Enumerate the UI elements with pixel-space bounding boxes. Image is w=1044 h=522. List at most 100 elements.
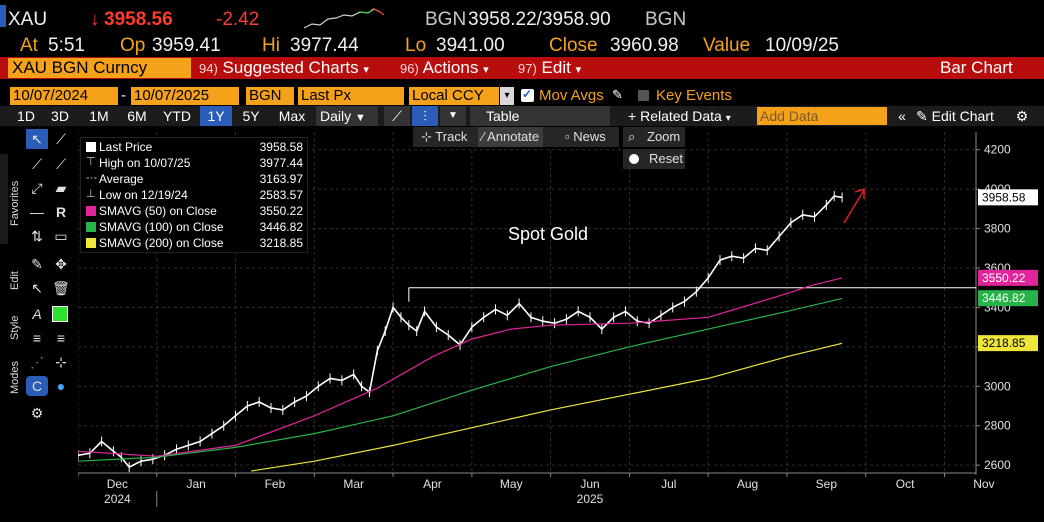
caret-down-icon[interactable]: ▾: [500, 87, 514, 105]
actions-menu[interactable]: 96) Actions ▾: [400, 57, 489, 79]
high-value: 3977.44: [290, 35, 359, 56]
series-line-last-price[interactable]: [77, 195, 843, 469]
retracement-icon[interactable]: R: [55, 204, 67, 220]
move-icon[interactable]: ✥: [55, 256, 67, 272]
pencil-icon[interactable]: ✎: [612, 87, 623, 102]
close-value: 3960.98: [610, 35, 679, 56]
related-data-menu[interactable]: + Related Data ▾: [628, 106, 748, 126]
pointer-icon[interactable]: ↖: [26, 129, 48, 149]
gear-icon[interactable]: ⚙: [1015, 108, 1029, 124]
key-events-checkbox[interactable]: [638, 90, 649, 101]
series-line-smavg-200-[interactable]: [251, 342, 843, 472]
period-max[interactable]: Max: [278, 108, 306, 124]
edit-number: 97): [518, 61, 537, 76]
price-chart-svg[interactable]: 260028003000320034003600380040004200DecJ…: [77, 126, 1044, 522]
arrow-annotation[interactable]: [843, 189, 865, 224]
y-tick-label: 2800: [984, 419, 1011, 433]
mov-avgs-checkbox[interactable]: ✓: [521, 87, 534, 102]
track-button[interactable]: ⊹ Track: [421, 127, 467, 147]
currency-selector[interactable]: Local CCY: [409, 87, 499, 105]
color-swatch[interactable]: [52, 306, 68, 322]
news-button[interactable]: ▫ News: [565, 127, 606, 147]
price-tag-box: [978, 269, 1038, 286]
legend-row[interactable]: SMAVG (100) on Close 3446.82: [81, 219, 309, 235]
y-tick-label: 3000: [984, 379, 1011, 393]
rectangle-icon[interactable]: ▭: [54, 228, 68, 244]
suggested-number: 94): [199, 61, 218, 76]
trend-line-icon[interactable]: ⟋: [32, 156, 42, 172]
legend-swatch: [86, 222, 96, 232]
period-toolbar: 1D 3D 1M 6M YTD 1Y 5Y Max Daily ▼ ⟋ ⫶ ▼ …: [0, 106, 1044, 126]
segment-icon[interactable]: ⤢: [31, 180, 43, 196]
period-1m[interactable]: 1M: [89, 108, 109, 124]
line-weight-icon[interactable]: ≡: [32, 330, 42, 346]
period-3d[interactable]: 3D: [51, 108, 69, 124]
zoom-button[interactable]: ⌕ Zoom: [623, 127, 685, 147]
arrow-head-icon: [854, 187, 865, 199]
source-field[interactable]: BGN: [246, 87, 294, 105]
series-line-smavg-50-[interactable]: [77, 277, 843, 457]
legend-value: 3446.82: [259, 220, 303, 234]
channel-icon[interactable]: ▰: [55, 180, 67, 196]
line-chart-icon[interactable]: ⟋: [384, 106, 410, 126]
period-5y[interactable]: 5Y: [242, 108, 260, 124]
legend-value: 3550.22: [259, 204, 303, 218]
frequency-selector[interactable]: Daily ▼: [316, 106, 378, 126]
period-1d[interactable]: 1D: [17, 108, 35, 124]
horizontal-line-icon[interactable]: ―: [30, 204, 44, 220]
period-1y[interactable]: 1Y: [200, 106, 232, 126]
annotate-button[interactable]: ∕ Annotate: [478, 127, 544, 147]
ray-line-icon[interactable]: ⟋: [56, 156, 66, 172]
legend-row[interactable]: ⊤ High on 10/07/25 3977.44: [81, 155, 309, 171]
brush-icon[interactable]: ✎: [31, 256, 43, 272]
period-ytd[interactable]: YTD: [163, 108, 191, 124]
zoom-label: Zoom: [647, 129, 681, 144]
add-data-input[interactable]: Add Data: [757, 107, 887, 125]
line-style-icon[interactable]: ≡: [56, 330, 66, 346]
text-style-icon[interactable]: A: [32, 306, 42, 322]
check-icon: ✓: [522, 87, 533, 101]
legend-row[interactable]: Last Price 3958.58: [81, 139, 309, 155]
fibonacci-icon[interactable]: ⇅: [31, 228, 43, 244]
style-section-label: Style: [9, 315, 21, 340]
annotate-label: Annotate: [487, 129, 540, 144]
palette-icon[interactable]: ●: [56, 378, 66, 394]
bar-chart-icon[interactable]: ⫶: [412, 106, 438, 126]
security-field[interactable]: XAU BGN Curncy: [8, 58, 191, 78]
draw-line-menu-icon[interactable]: ⟋: [56, 131, 66, 147]
suggested-charts-menu[interactable]: 94) Suggested Charts ▾: [199, 57, 369, 79]
crosshair-icon[interactable]: ⊹: [55, 354, 67, 370]
trash-icon[interactable]: 🗑: [52, 280, 70, 296]
caret-down-icon: ▼: [355, 112, 366, 124]
settings-gear-icon[interactable]: ⚙: [30, 405, 44, 421]
table-button[interactable]: Table: [470, 106, 610, 126]
field-selector[interactable]: Last Px: [298, 87, 404, 105]
price-chart-area[interactable]: 260028003000320034003600380040004200DecJ…: [77, 126, 1044, 522]
annotate-icon: ∕: [482, 129, 485, 144]
magnet-icon[interactable]: C: [26, 376, 48, 396]
select-add-icon[interactable]: ↖: [31, 280, 43, 296]
reset-button[interactable]: Reset: [623, 149, 685, 169]
period-6m[interactable]: 6M: [127, 108, 147, 124]
edit-label: Edit: [541, 58, 571, 77]
legend-row[interactable]: SMAVG (200) on Close 3218.85: [81, 235, 309, 251]
dotted-line-icon[interactable]: ⋰: [30, 354, 44, 370]
collapse-icon[interactable]: «: [898, 108, 906, 124]
end-date-field[interactable]: 10/07/2025: [131, 87, 239, 105]
x-tick-label: Jun: [580, 477, 599, 491]
modes-section-label: Modes: [9, 360, 21, 394]
legend-row[interactable]: ⊥ Low on 12/19/24 2583.57: [81, 187, 309, 203]
favorites-rail: [0, 154, 8, 244]
edit-chart-button[interactable]: ✎ Edit Chart: [916, 106, 1006, 126]
legend-row[interactable]: -·- Average 3163.97: [81, 171, 309, 187]
chart-type-label[interactable]: Bar Chart: [940, 58, 1013, 77]
start-date-field[interactable]: 10/07/2024: [10, 87, 118, 105]
price-tag-label: 3446.82: [982, 291, 1026, 305]
edit-menu[interactable]: 97) Edit ▾: [518, 57, 581, 79]
date-separator: -: [121, 87, 126, 104]
caret-down-icon: ▾: [363, 64, 369, 76]
legend-row[interactable]: SMAVG (50) on Close 3550.22: [81, 203, 309, 219]
frequency-label: Daily: [320, 108, 352, 124]
series-line-smavg-100-[interactable]: [77, 297, 843, 462]
caret-down-icon[interactable]: ▼: [440, 106, 466, 126]
